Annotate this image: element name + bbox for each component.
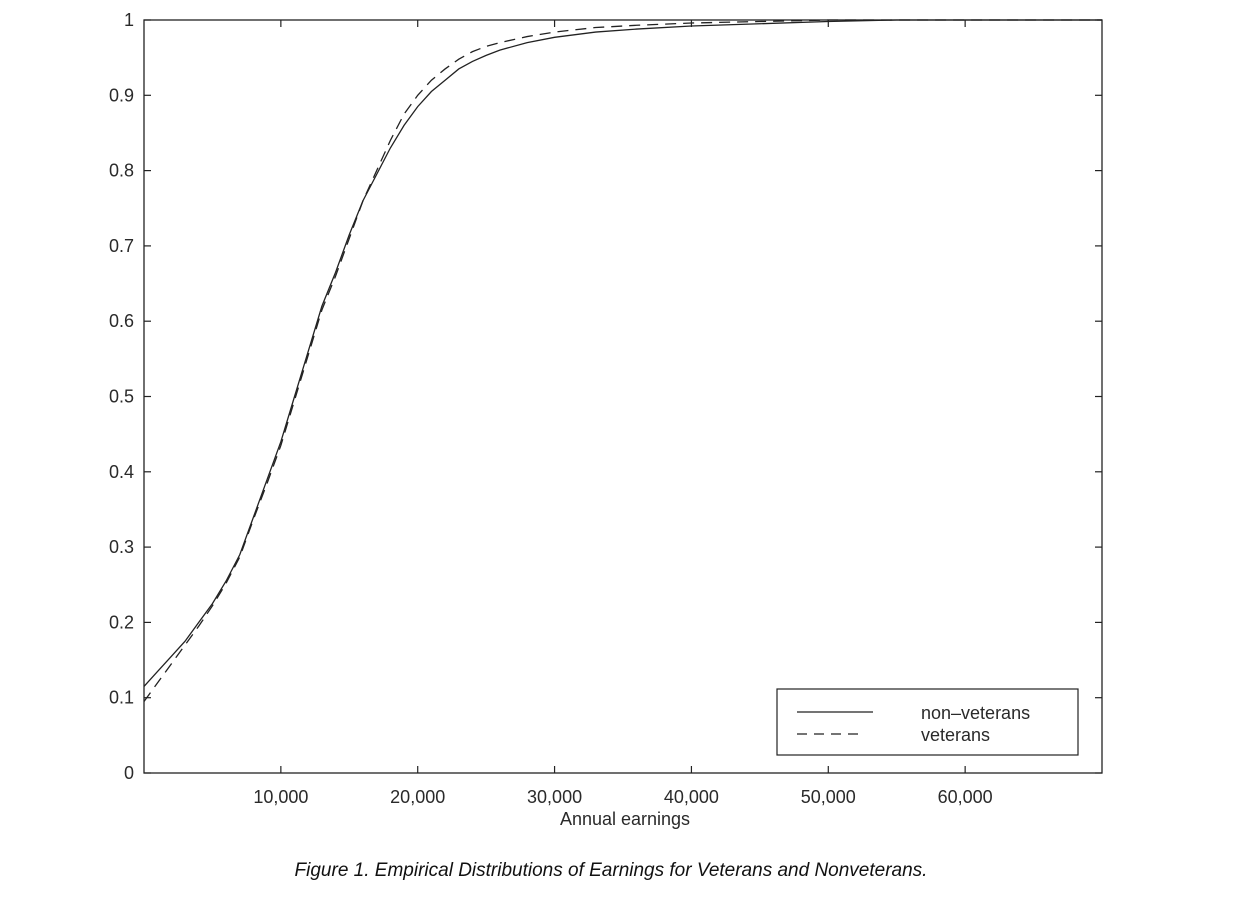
y-tick-label: 0.5: [109, 387, 134, 407]
y-tick-label: 1: [124, 10, 134, 30]
y-tick-label: 0: [124, 763, 134, 783]
x-tick-label: 10,000: [253, 787, 308, 807]
legend-label-veterans: veterans: [921, 725, 990, 745]
series-line-non-veterans: [143, 19, 1102, 687]
legend-label-non-veterans: non–veterans: [921, 703, 1030, 723]
y-tick-label: 0.3: [109, 537, 134, 557]
x-tick-label: 60,000: [938, 787, 993, 807]
y-tick-label: 0.9: [109, 85, 134, 105]
figure-caption: Figure 1. Empirical Distributions of Ear…: [294, 860, 928, 881]
y-tick-label: 0.8: [109, 161, 134, 181]
tick-labels: 10,000 20,000 30,000 40,000 50,000 60,000 0 0.1…: [109, 10, 993, 807]
y-tick-label: 0.6: [109, 311, 134, 331]
y-tick-label: 0.2: [109, 612, 134, 632]
series-line-veterans: [143, 19, 1102, 702]
x-tick-label: 30,000: [527, 787, 582, 807]
legend: non–veterans veterans: [776, 688, 1079, 756]
x-tick-label: 40,000: [664, 787, 719, 807]
series-layer: [143, 19, 1102, 702]
y-tick-label: 0.7: [109, 236, 134, 256]
y-tick-label: 0.4: [109, 462, 134, 482]
x-axis-label: Annual earnings: [560, 809, 690, 829]
y-tick-label: 0.1: [109, 688, 134, 708]
x-tick-label: 20,000: [390, 787, 445, 807]
legend-box: [776, 688, 1079, 756]
x-tick-label: 50,000: [801, 787, 856, 807]
cdf-chart: 10,000 20,000 30,000 40,000 50,000 60,000 0 0.1…: [109, 10, 1103, 829]
axis-ticks: [144, 19, 1102, 774]
plot-area: [143, 19, 1103, 774]
